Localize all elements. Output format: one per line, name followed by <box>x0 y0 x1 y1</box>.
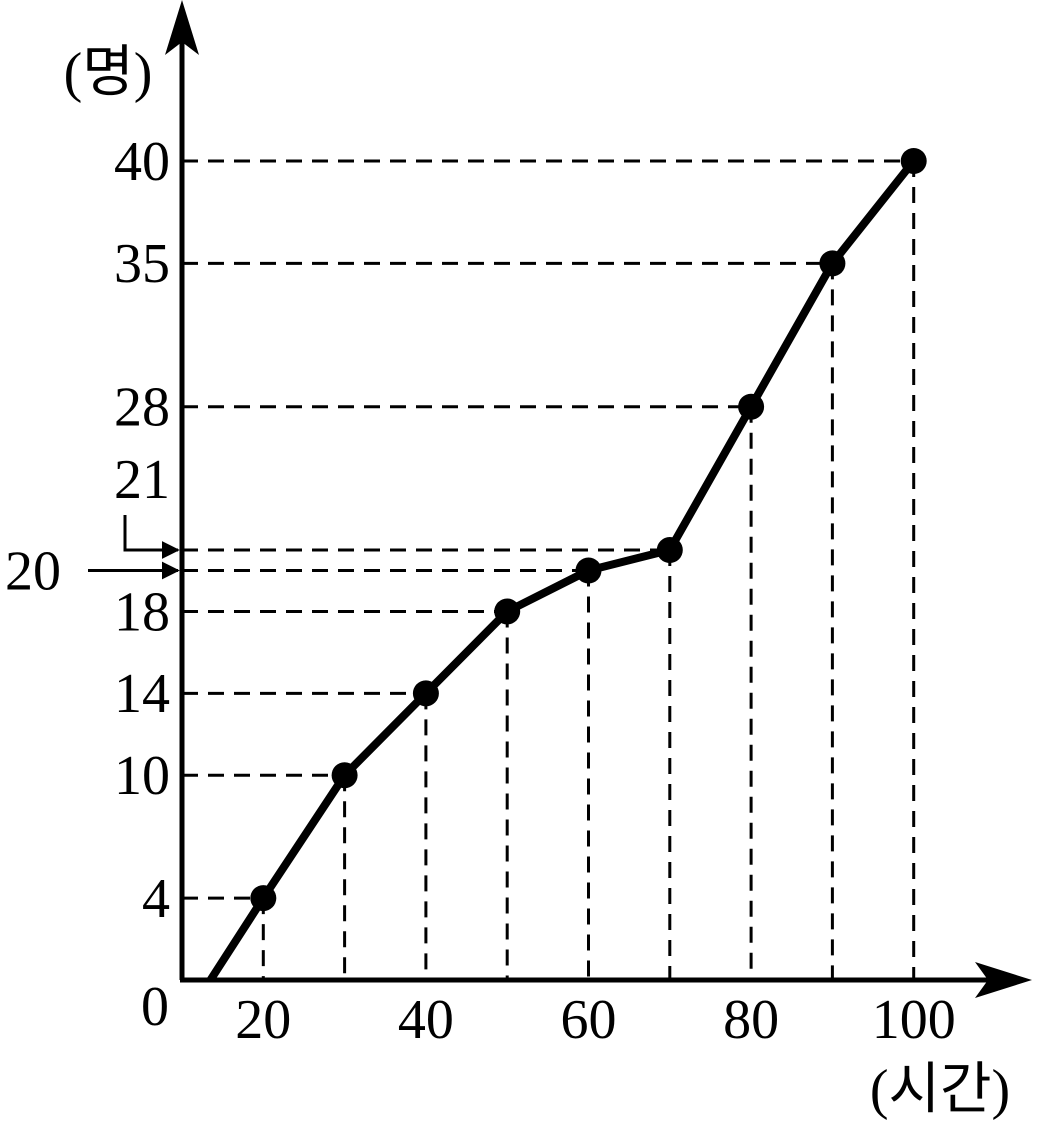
x-tick-label: 100 <box>872 989 956 1051</box>
x-tick-label: 40 <box>398 989 454 1051</box>
x-tick-label: 80 <box>723 989 779 1051</box>
y-tick-label: 4 <box>142 868 170 930</box>
data-point <box>738 393 765 420</box>
y-tick-label: 10 <box>114 745 170 807</box>
guides <box>182 159 916 980</box>
y-tick-label: 18 <box>114 581 170 643</box>
data-point <box>494 598 521 625</box>
y-tick-label: 40 <box>114 131 170 193</box>
x-axis-arrow <box>975 962 1032 998</box>
data-point <box>900 148 927 174</box>
y-tick-label: 21 <box>114 449 170 511</box>
data-point <box>819 250 846 277</box>
y-axis-label: (명) <box>64 42 153 104</box>
y-tick-label: 28 <box>114 377 170 439</box>
data-point <box>656 537 683 564</box>
y-tick-label: 20 <box>5 540 61 602</box>
data-point <box>412 680 439 707</box>
x-tick-label: 20 <box>235 989 291 1051</box>
y-tick-label: 14 <box>114 663 170 725</box>
y-axis-arrow <box>165 0 199 55</box>
y-tick-label: 35 <box>114 233 170 295</box>
data-point <box>575 557 602 584</box>
data-point <box>331 762 358 789</box>
x-tick-label: 60 <box>561 989 617 1051</box>
tick-arrow <box>123 515 180 560</box>
data-line <box>207 158 917 983</box>
origin-label: 0 <box>141 976 169 1038</box>
x-axis-label: (시간) <box>870 1059 1010 1121</box>
data-point <box>250 885 277 912</box>
